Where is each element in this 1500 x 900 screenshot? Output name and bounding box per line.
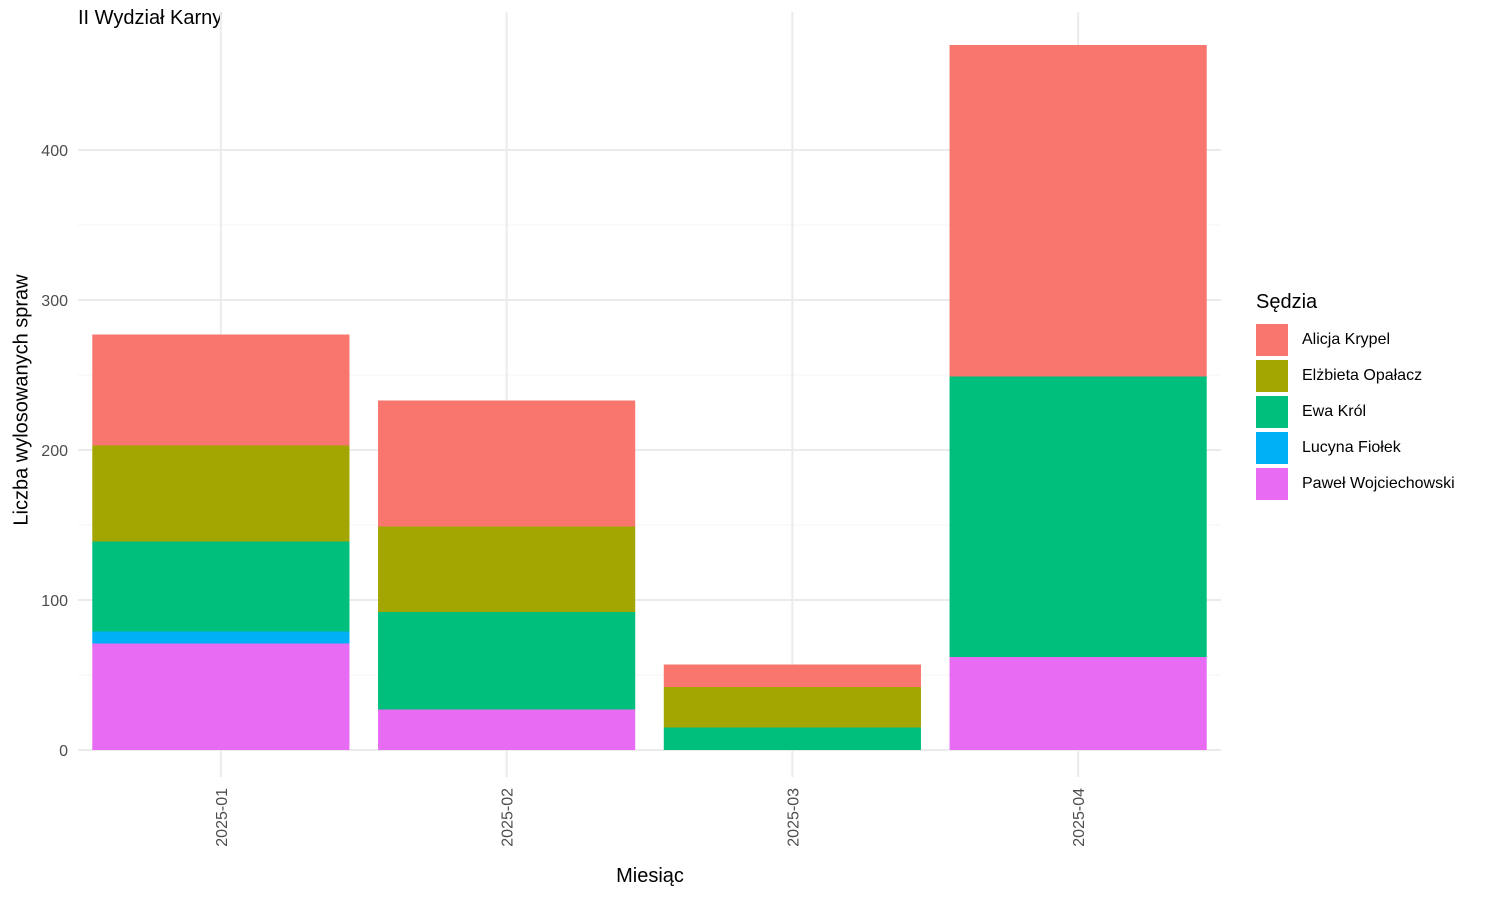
legend-item: Alicja Krypel [1256, 322, 1455, 358]
legend-label: Elżbieta Opałacz [1302, 367, 1423, 384]
bar-segment [949, 376, 1207, 657]
chart-title: II Wydział Karny [78, 7, 223, 29]
y-tick-label: 400 [41, 143, 68, 160]
y-axis-label: Liczba wylosowanych spraw [10, 274, 33, 526]
y-tick-label: 300 [41, 293, 68, 310]
y-tick-label: 100 [41, 593, 68, 610]
x-tick-label: 2025-03 [785, 788, 802, 847]
legend-swatch [1256, 324, 1288, 356]
legend-item: Paweł Wojciechowski [1256, 466, 1455, 502]
x-axis-label: Miesiąc [616, 865, 684, 887]
legend-swatch [1256, 360, 1288, 392]
bar-segment [949, 657, 1207, 750]
legend-label: Lucyna Fiołek [1302, 439, 1401, 456]
x-tick-label: 2025-01 [214, 788, 231, 847]
legend-item: Lucyna Fiołek [1256, 430, 1455, 466]
bar-segment [378, 709, 636, 750]
bar-segment [92, 445, 350, 542]
bar-segment [92, 541, 350, 632]
bar-segment [378, 612, 636, 710]
y-tick-label: 200 [41, 443, 68, 460]
legend-item: Elżbieta Opałacz [1256, 358, 1455, 394]
bar-segment [663, 687, 921, 728]
legend-item: Ewa Król [1256, 394, 1455, 430]
bar-segment [92, 631, 350, 644]
bar-segment [92, 643, 350, 750]
x-tick-label: 2025-04 [1071, 788, 1088, 847]
y-tick-label: 0 [59, 743, 68, 760]
legend: Sędzia Alicja Krypel Elżbieta Opałacz Ewa … [1256, 291, 1455, 502]
legend-label: Ewa Król [1302, 403, 1367, 420]
x-tick-label: 2025-02 [500, 788, 517, 847]
legend-title: Sędzia [1256, 291, 1318, 313]
bar-segment [663, 664, 921, 687]
legend-swatch [1256, 396, 1288, 428]
legend-swatch [1256, 468, 1288, 500]
bar-segment [92, 334, 350, 446]
bar-segment [949, 45, 1207, 377]
legend-label: Paweł Wojciechowski [1302, 475, 1455, 492]
legend-items: Alicja Krypel Elżbieta Opałacz Ewa Król Luc… [1256, 322, 1455, 502]
bar-segment [378, 526, 636, 612]
bar-segment [378, 400, 636, 527]
legend-label: Alicja Krypel [1302, 331, 1391, 348]
legend-swatch [1256, 432, 1288, 464]
bar-segment [663, 727, 921, 750]
